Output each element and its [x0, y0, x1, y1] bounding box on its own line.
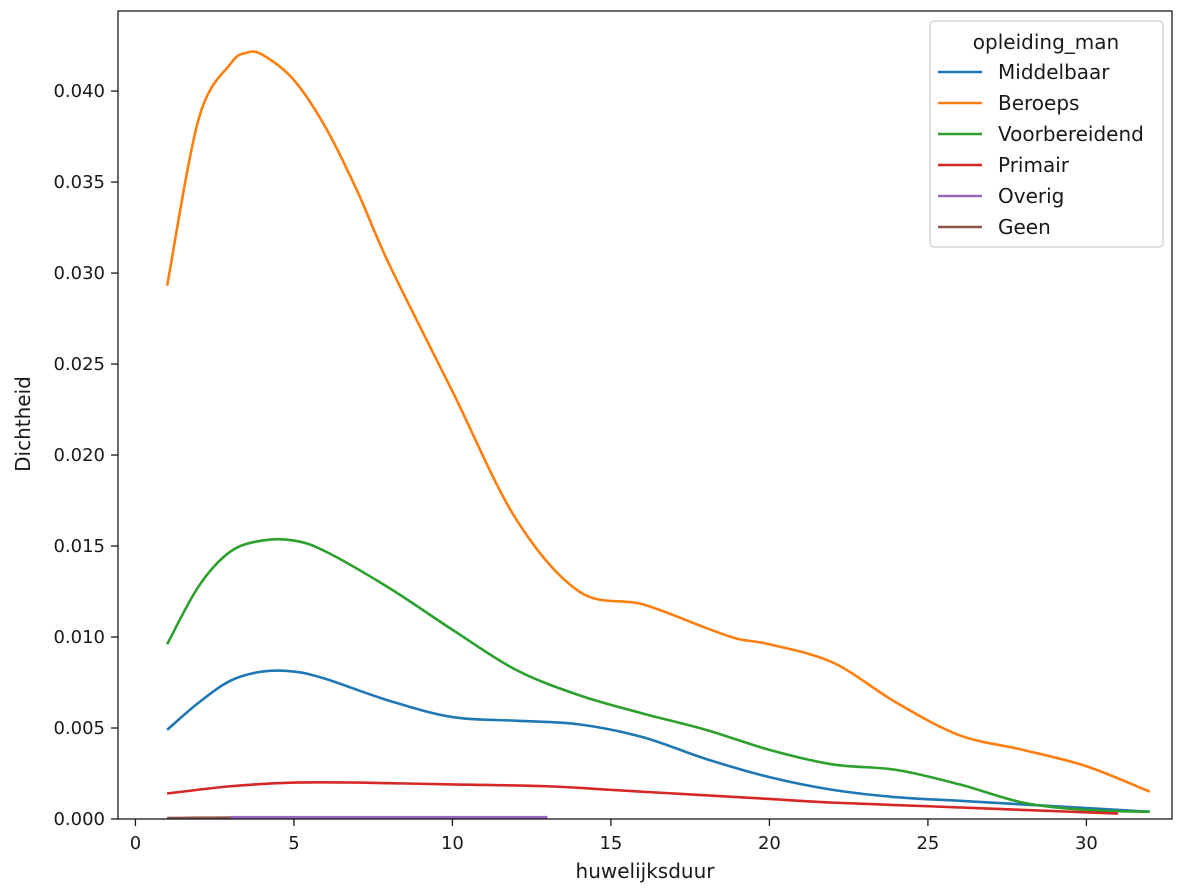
series-line-geen	[167, 816, 231, 820]
legend-label-geen: Geen	[998, 215, 1051, 239]
y-tick-label: 0.005	[53, 718, 105, 739]
x-axis-ticks: 0 5 10 15 20 25 30	[130, 819, 1098, 854]
legend-label-overig: Overig	[998, 184, 1064, 208]
y-tick-label: 0.040	[53, 81, 105, 102]
plot-area	[165, 50, 1151, 820]
y-tick-label: 0.025	[53, 354, 105, 375]
x-tick-label: 10	[441, 833, 464, 854]
y-axis-label: Dichtheid	[11, 376, 35, 472]
series-line-primair	[166, 780, 1119, 815]
x-tick-label: 5	[288, 833, 299, 854]
legend: opleiding_man Middelbaar Beroeps Voorberei…	[929, 20, 1164, 248]
x-tick-label: 30	[1075, 833, 1098, 854]
x-tick-label: 25	[916, 833, 939, 854]
legend-box	[929, 20, 1164, 248]
legend-label-primair: Primair	[998, 153, 1070, 177]
axes	[117, 10, 1173, 820]
axes-frame	[117, 10, 1173, 820]
y-tick-label: 0.035	[53, 172, 105, 193]
legend-label-voorbereidend: Voorbereidend	[998, 122, 1144, 146]
x-tick-label: 20	[758, 833, 781, 854]
y-tick-label: 0.020	[53, 445, 105, 466]
legend-title: opleiding_man	[973, 30, 1119, 54]
x-tick-label: 15	[599, 833, 622, 854]
legend-label-beroeps: Beroeps	[998, 91, 1079, 115]
x-tick-label: 0	[130, 833, 141, 854]
series-line-voorbereidend	[165, 537, 1150, 814]
x-axis-label: huwelijksduur	[576, 859, 716, 883]
y-tick-label: 0.000	[53, 809, 105, 830]
y-tick-label: 0.030	[53, 263, 105, 284]
legend-label-middelbaar: Middelbaar	[998, 60, 1110, 84]
y-tick-label: 0.010	[53, 627, 105, 648]
y-axis-ticks: 0.000 0.005 0.010 0.015 0.020 0.025 0.030 0.035…	[53, 81, 118, 830]
y-tick-label: 0.015	[53, 536, 105, 557]
series-line-beroeps	[165, 50, 1151, 793]
series-line-middelbaar	[166, 669, 1150, 814]
